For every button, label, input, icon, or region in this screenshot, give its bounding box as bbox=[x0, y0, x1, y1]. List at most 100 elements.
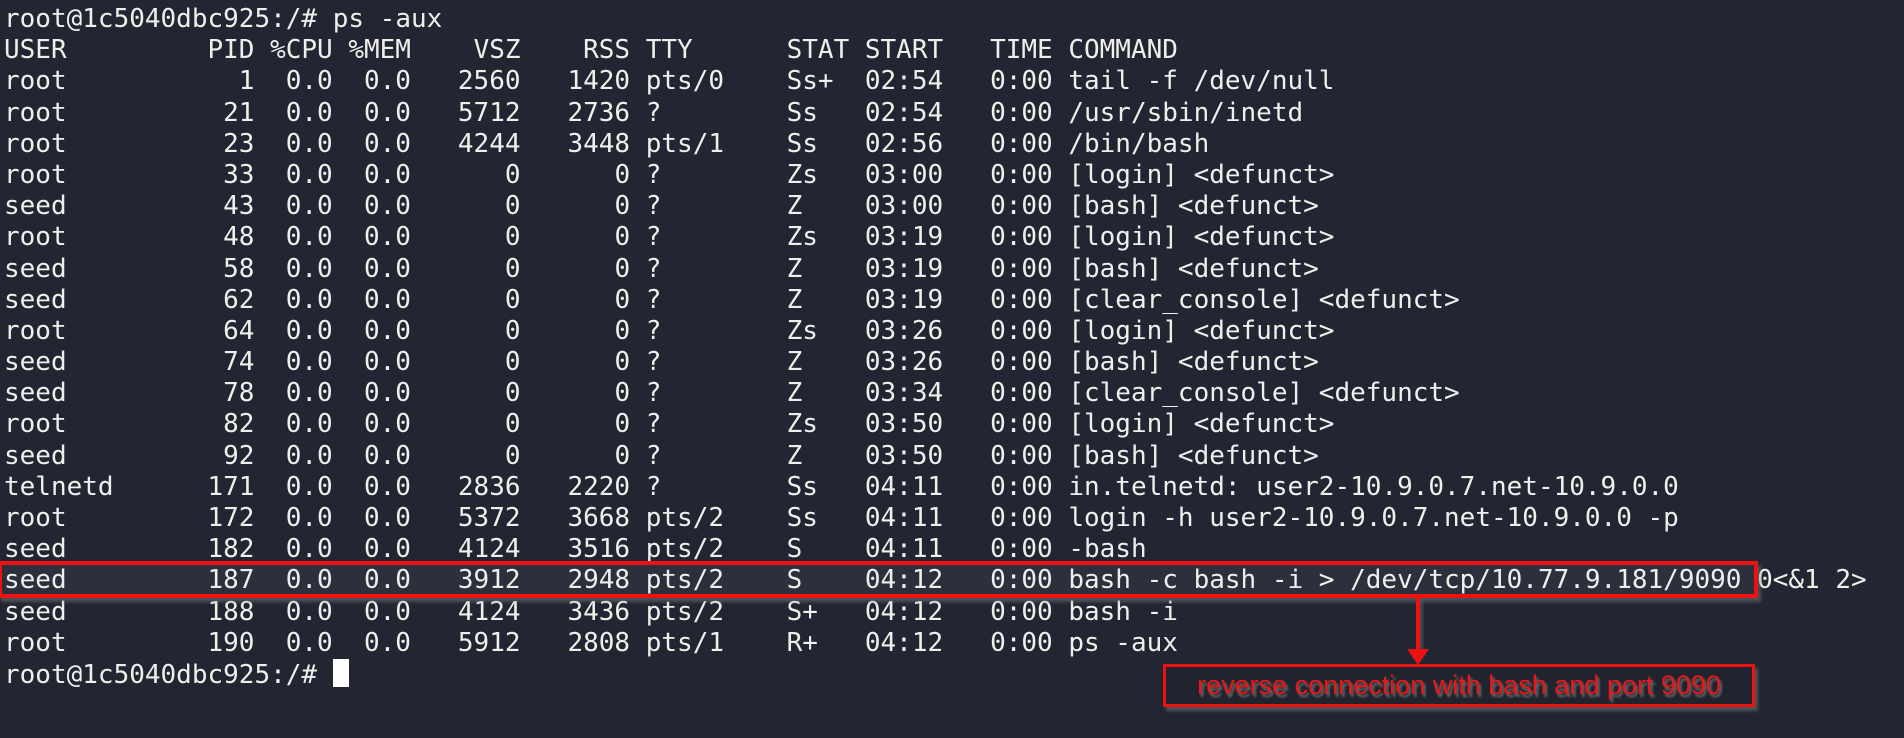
cell-user: root bbox=[4, 128, 67, 159]
cell-stat: S bbox=[786, 534, 803, 565]
cell-start: 03:50 bbox=[864, 440, 944, 471]
shell-prompt: root@1c5040dbc925:/# bbox=[4, 659, 318, 690]
cell-start: 03:34 bbox=[864, 378, 944, 409]
cell-command: /bin/bash bbox=[1068, 128, 1210, 159]
header-command: COMMAND bbox=[1068, 35, 1178, 66]
cell-vsz: 0 bbox=[504, 409, 521, 440]
ps-header-row: USER PID %CPU %MEM VSZ RSS TTY STAT STAR… bbox=[4, 35, 1904, 66]
cell-start: 04:11 bbox=[864, 471, 944, 502]
cell-mem: 0.0 bbox=[364, 315, 411, 346]
cell-command: in.telnetd: user2-10.9.0.7.net-10.9.0.0 bbox=[1068, 471, 1679, 502]
cell-mem: 0.0 bbox=[364, 378, 411, 409]
cell-cpu: 0.0 bbox=[285, 565, 333, 596]
cell-user: seed bbox=[4, 253, 67, 284]
cell-cpu: 0.0 bbox=[285, 315, 333, 346]
cell-command: [clear_console] <defunct> bbox=[1068, 378, 1460, 409]
cell-vsz: 0 bbox=[504, 378, 521, 409]
cell-time: 0:00 bbox=[990, 315, 1053, 346]
cell-start: 04:12 bbox=[864, 596, 944, 627]
cell-rss: 3516 bbox=[567, 534, 631, 565]
cell-cpu: 0.0 bbox=[285, 534, 333, 565]
cell-time: 0:00 bbox=[990, 253, 1053, 284]
cell-rss: 0 bbox=[614, 253, 631, 284]
cell-user: seed bbox=[4, 534, 67, 565]
terminal-cursor[interactable] bbox=[332, 658, 349, 687]
cell-start: 03:19 bbox=[864, 284, 944, 315]
header-vsz: VSZ bbox=[473, 35, 521, 66]
process-row: root 48 0.0 0.0 0 0 ? Zs 03:19 0:00 [log… bbox=[4, 222, 1904, 253]
cell-time: 0:00 bbox=[990, 222, 1053, 253]
cell-stat: Z bbox=[786, 191, 803, 222]
cell-stat: Z bbox=[786, 347, 803, 378]
process-row: seed 78 0.0 0.0 0 0 ? Z 03:34 0:00 [clea… bbox=[4, 378, 1904, 409]
cell-rss: 0 bbox=[614, 315, 631, 346]
cell-mem: 0.0 bbox=[364, 565, 411, 596]
cell-start: 03:19 bbox=[864, 253, 944, 284]
cell-start: 04:11 bbox=[864, 534, 944, 565]
cell-user: seed bbox=[4, 440, 67, 471]
cell-tty: pts/1 bbox=[645, 627, 725, 658]
cell-stat: S+ bbox=[786, 596, 818, 627]
cell-tty: pts/0 bbox=[645, 66, 725, 97]
shell-prompt: root@1c5040dbc925:/# bbox=[4, 4, 318, 34]
cell-start: 03:00 bbox=[864, 159, 944, 190]
process-row: seed 188 0.0 0.0 4124 3436 pts/2 S+ 04:1… bbox=[4, 597, 1904, 628]
cell-command: [login] <defunct> bbox=[1068, 222, 1335, 253]
cell-user: seed bbox=[4, 565, 67, 596]
cell-tty: ? bbox=[645, 378, 662, 409]
annotation-label-box: reverse connection with bash and port 90… bbox=[1163, 664, 1755, 707]
cell-mem: 0.0 bbox=[364, 596, 411, 627]
cell-tty: ? bbox=[645, 471, 662, 502]
cell-start: 02:56 bbox=[864, 128, 944, 159]
cell-command: [bash] <defunct> bbox=[1068, 191, 1319, 222]
cell-rss: 0 bbox=[614, 284, 631, 315]
cell-mem: 0.0 bbox=[364, 66, 411, 97]
cell-user: seed bbox=[4, 284, 67, 315]
cell-command: bash -i bbox=[1068, 596, 1178, 627]
header-tty: TTY bbox=[645, 35, 693, 66]
cell-rss: 2220 bbox=[567, 471, 631, 502]
cell-tty: ? bbox=[645, 347, 662, 378]
cell-mem: 0.0 bbox=[364, 191, 411, 222]
cell-tty: pts/2 bbox=[645, 565, 725, 596]
cell-command: ps -aux bbox=[1068, 627, 1178, 658]
cell-user: seed bbox=[4, 378, 67, 409]
cell-pid: 43 bbox=[223, 191, 255, 222]
cell-mem: 0.0 bbox=[364, 222, 411, 253]
cell-tty: ? bbox=[645, 284, 662, 315]
cell-tty: pts/2 bbox=[645, 534, 725, 565]
cell-cpu: 0.0 bbox=[285, 627, 333, 658]
annotation-arrow-head-icon bbox=[1407, 649, 1429, 665]
process-row: seed 43 0.0 0.0 0 0 ? Z 03:00 0:00 [bash… bbox=[4, 191, 1904, 222]
cell-vsz: 0 bbox=[504, 253, 521, 284]
process-row: seed 74 0.0 0.0 0 0 ? Z 03:26 0:00 [bash… bbox=[4, 347, 1904, 378]
process-row: root 82 0.0 0.0 0 0 ? Zs 03:50 0:00 [log… bbox=[4, 409, 1904, 440]
cell-time: 0:00 bbox=[990, 159, 1053, 190]
cell-vsz: 3912 bbox=[457, 565, 521, 596]
cell-rss: 0 bbox=[614, 347, 631, 378]
cell-time: 0:00 bbox=[990, 128, 1053, 159]
cell-mem: 0.0 bbox=[364, 347, 411, 378]
cell-user: seed bbox=[4, 191, 67, 222]
cell-pid: 74 bbox=[223, 347, 255, 378]
process-row: root 1 0.0 0.0 2560 1420 pts/0 Ss+ 02:54… bbox=[4, 66, 1904, 97]
cell-time: 0:00 bbox=[990, 627, 1053, 658]
cell-pid: 92 bbox=[223, 440, 255, 471]
cell-tty: ? bbox=[645, 97, 662, 128]
cell-rss: 0 bbox=[614, 409, 631, 440]
cell-time: 0:00 bbox=[990, 66, 1053, 97]
cell-stat: Zs bbox=[786, 159, 818, 190]
cell-cpu: 0.0 bbox=[285, 284, 333, 315]
process-row: root 172 0.0 0.0 5372 3668 pts/2 Ss 04:1… bbox=[4, 503, 1904, 534]
cell-pid: 64 bbox=[223, 315, 255, 346]
cell-pid: 58 bbox=[223, 253, 255, 284]
process-row: seed 182 0.0 0.0 4124 3516 pts/2 S 04:11… bbox=[4, 534, 1904, 565]
cell-cpu: 0.0 bbox=[285, 97, 333, 128]
cell-cpu: 0.0 bbox=[285, 253, 333, 284]
process-row: telnetd 171 0.0 0.0 2836 2220 ? Ss 04:11… bbox=[4, 472, 1904, 503]
cell-start: 03:26 bbox=[864, 315, 944, 346]
cell-pid: 172 bbox=[207, 503, 255, 533]
cell-stat: Zs bbox=[786, 409, 818, 440]
cell-cpu: 0.0 bbox=[285, 471, 333, 502]
